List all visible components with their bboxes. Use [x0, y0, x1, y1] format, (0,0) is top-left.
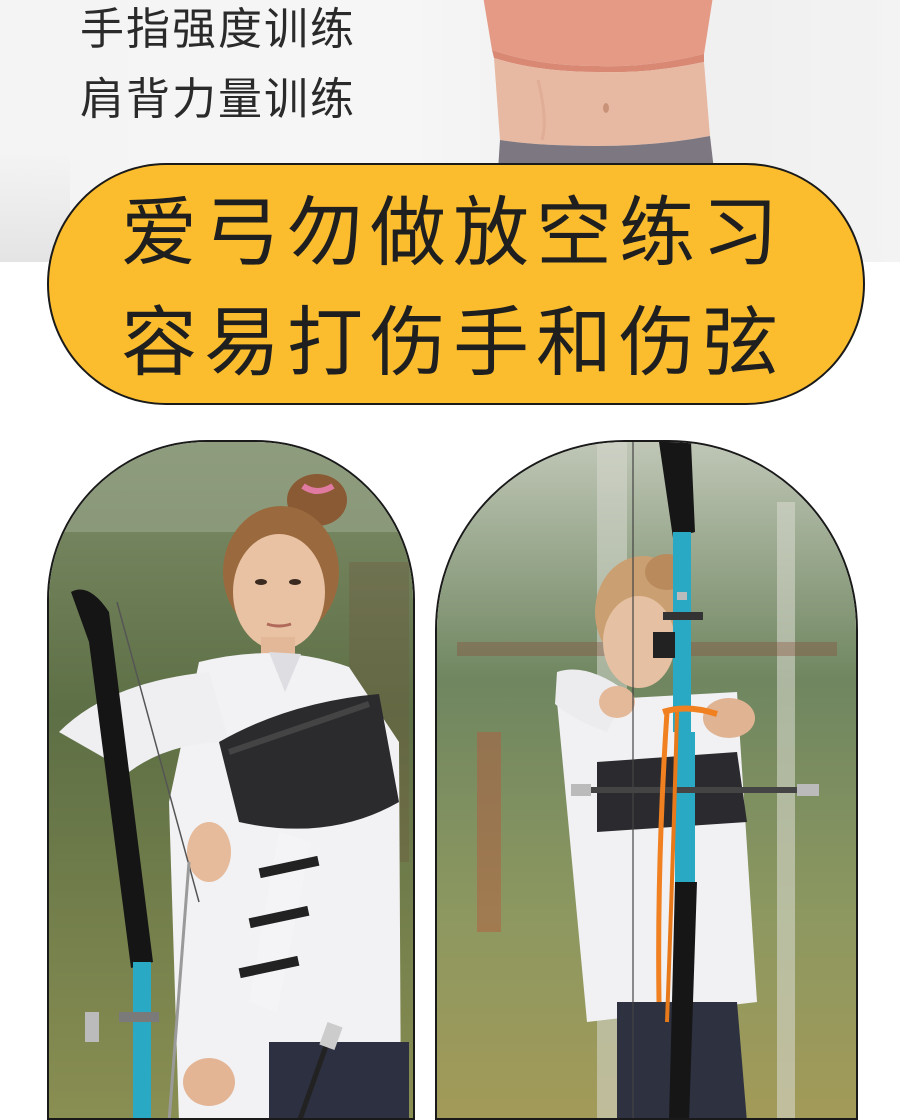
caption-shoulder-strength: 肩背力量训练: [80, 74, 356, 125]
archer-drawing-bow-photo: [435, 440, 858, 1120]
archer-holding-bow-photo: [47, 440, 415, 1120]
caption-finger-strength: 手指强度训练: [80, 4, 356, 55]
warning-line-1: 爱弓勿做放空练习: [121, 188, 785, 277]
warning-banner: 爱弓勿做放空练习 容易打伤手和伤弦: [47, 163, 865, 405]
warning-line-2: 容易打伤手和伤弦: [121, 298, 785, 387]
torso-photo: [483, 0, 714, 170]
